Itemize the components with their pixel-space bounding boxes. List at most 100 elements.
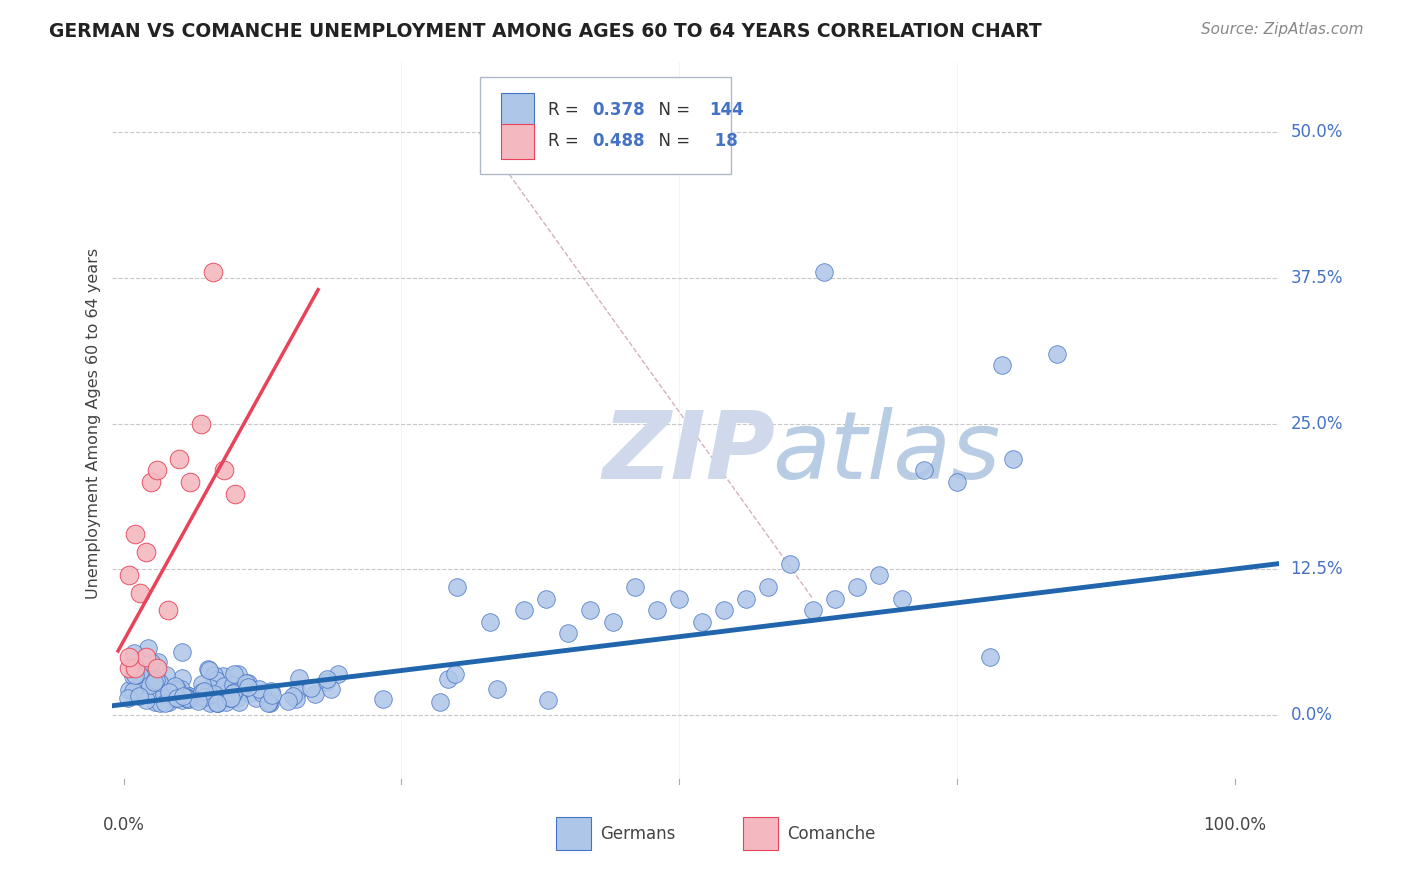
- Point: [479, 615, 502, 629]
- Point: [205, 696, 228, 710]
- Point: [149, 696, 172, 710]
- Point: [228, 683, 250, 698]
- Point: [146, 661, 169, 675]
- Point: [222, 685, 245, 699]
- Point: [668, 591, 690, 606]
- Point: [205, 696, 228, 710]
- Point: [143, 674, 166, 689]
- Point: [236, 680, 259, 694]
- Point: [170, 671, 193, 685]
- Point: [212, 679, 235, 693]
- Point: [118, 661, 141, 675]
- Text: Comanche: Comanche: [787, 825, 876, 843]
- Point: [193, 684, 215, 698]
- Point: [215, 686, 238, 700]
- Point: [713, 603, 735, 617]
- Point: [141, 687, 163, 701]
- Point: [128, 678, 150, 692]
- Point: [139, 671, 162, 685]
- Point: [315, 675, 337, 690]
- Point: [259, 696, 281, 710]
- Text: atlas: atlas: [772, 407, 1000, 498]
- Point: [155, 668, 177, 682]
- Point: [579, 603, 602, 617]
- Point: [139, 656, 162, 670]
- Point: [236, 676, 259, 690]
- Y-axis label: Unemployment Among Ages 60 to 64 years: Unemployment Among Ages 60 to 64 years: [86, 248, 101, 599]
- FancyBboxPatch shape: [555, 817, 591, 850]
- Point: [215, 694, 238, 708]
- Point: [429, 695, 451, 709]
- Point: [221, 685, 243, 699]
- Point: [118, 682, 141, 697]
- Point: [212, 669, 235, 683]
- Point: [316, 672, 339, 686]
- Point: [260, 688, 283, 702]
- Point: [285, 692, 308, 706]
- Point: [157, 695, 180, 709]
- Point: [148, 683, 170, 698]
- FancyBboxPatch shape: [501, 93, 534, 128]
- Point: [135, 545, 157, 559]
- Point: [166, 690, 188, 705]
- Point: [135, 665, 157, 680]
- Text: 0.0%: 0.0%: [1291, 706, 1333, 724]
- Point: [124, 527, 146, 541]
- Point: [250, 686, 273, 700]
- Point: [1001, 451, 1024, 466]
- Point: [200, 688, 222, 702]
- Point: [328, 666, 350, 681]
- Point: [167, 451, 190, 466]
- Point: [824, 591, 846, 606]
- Point: [779, 557, 801, 571]
- Point: [124, 685, 146, 699]
- FancyBboxPatch shape: [479, 77, 731, 175]
- Text: 12.5%: 12.5%: [1291, 560, 1343, 578]
- Point: [801, 603, 824, 617]
- Point: [283, 689, 305, 703]
- Point: [176, 690, 198, 705]
- Point: [645, 603, 668, 617]
- Point: [690, 615, 713, 629]
- Point: [321, 682, 343, 697]
- Point: [868, 568, 890, 582]
- Point: [163, 691, 186, 706]
- Point: [190, 417, 212, 431]
- Point: [1046, 347, 1069, 361]
- Point: [946, 475, 969, 489]
- Point: [157, 685, 180, 699]
- Point: [198, 696, 221, 710]
- Point: [202, 687, 225, 701]
- Point: [537, 692, 560, 706]
- Text: N =: N =: [648, 101, 696, 120]
- Point: [304, 687, 326, 701]
- Point: [170, 645, 193, 659]
- Point: [155, 696, 177, 710]
- Point: [135, 693, 157, 707]
- Text: ZIP: ZIP: [603, 407, 776, 499]
- Point: [187, 694, 209, 708]
- Point: [235, 675, 257, 690]
- Point: [179, 475, 201, 489]
- Point: [124, 661, 146, 675]
- Text: Germans: Germans: [600, 825, 676, 843]
- Point: [990, 359, 1012, 373]
- Text: 0.0%: 0.0%: [103, 815, 145, 833]
- Point: [145, 665, 167, 679]
- Point: [122, 646, 145, 660]
- Point: [170, 693, 193, 707]
- Point: [128, 666, 150, 681]
- Point: [301, 681, 323, 695]
- Point: [204, 668, 226, 682]
- Point: [247, 682, 270, 697]
- Text: 37.5%: 37.5%: [1291, 269, 1343, 287]
- Point: [198, 681, 221, 696]
- Point: [756, 580, 779, 594]
- Text: R =: R =: [548, 132, 583, 150]
- Point: [197, 663, 219, 677]
- Point: [222, 678, 245, 692]
- Point: [122, 683, 145, 698]
- Point: [170, 682, 193, 697]
- Point: [136, 640, 159, 655]
- Point: [135, 649, 157, 664]
